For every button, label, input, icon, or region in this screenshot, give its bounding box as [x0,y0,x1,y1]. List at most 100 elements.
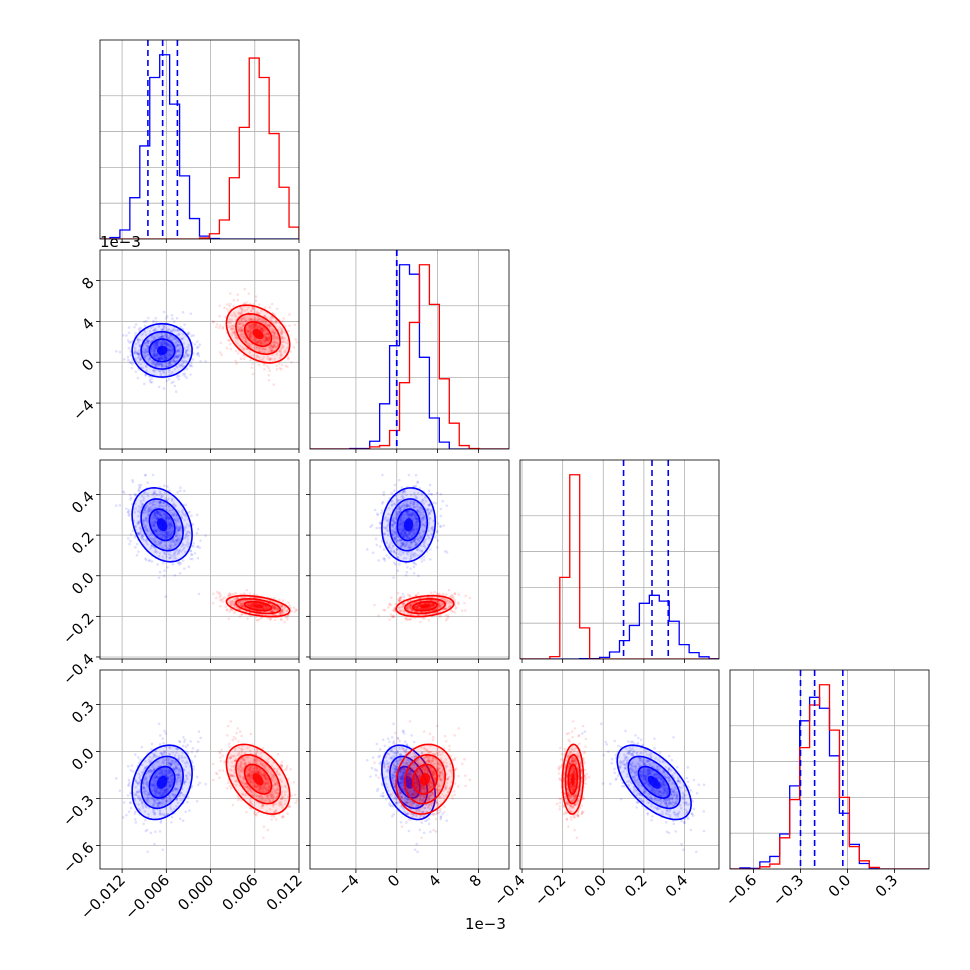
scatter-point [178,525,182,529]
scatter-point [165,515,168,519]
scatter-point [168,362,172,366]
scatter-point [167,336,171,340]
scatter-point [230,600,234,603]
scatter-point [280,336,284,340]
scatter-point [150,335,154,339]
scatter-point [243,336,247,340]
scatter-point [264,320,267,323]
scatter-point [154,512,157,515]
scatter-point [168,544,171,548]
scatter-point [273,357,277,361]
scatter-point [434,536,437,539]
scatter-point [284,364,288,368]
scatter-point [170,499,174,502]
scatter-point [243,606,247,610]
scatter-point [280,329,284,333]
scatter-point [410,513,413,517]
scatter-point [155,340,159,344]
scatter-point [393,483,397,487]
scatter-point [195,799,199,803]
scatter-point [439,492,443,496]
scatter-point [163,325,167,329]
scatter-point [189,549,192,552]
scatter-point [178,353,182,357]
scatter-point [155,531,158,534]
scatter-point [151,360,155,363]
scatter-point [233,336,237,339]
scatter-point [235,597,238,600]
scatter-point [417,574,420,578]
scatter-point [134,524,138,528]
scatter-point [165,333,168,337]
scatter-point [150,521,154,524]
scatter-point [164,544,168,548]
scatter-point [249,317,253,321]
scatter-point [248,325,252,329]
scatter-point [153,370,157,373]
scatter-point [159,354,162,358]
scatter-point [187,565,191,569]
scatter-point [264,332,267,335]
scatter-point [399,596,402,599]
scatter-point [139,758,142,762]
scatter-point [181,332,185,336]
scatter-point [189,549,193,553]
scatter-point [159,513,163,517]
histogram-panel-2 [519,459,720,663]
scatter-point [160,342,164,346]
scatter-point [186,345,189,349]
scatter-point [185,530,189,534]
scatter-point [164,364,167,367]
scatter-point [177,520,180,523]
scatter-point [279,611,283,615]
scatter-point [435,531,439,534]
scatter-point [380,502,384,505]
scatter-point [143,351,146,355]
scatter-point [134,331,137,335]
scatter-point [183,323,186,326]
scatter-point [391,523,394,527]
scatter-point [170,344,173,347]
scatter-point [158,369,162,373]
scatter-point [269,344,272,348]
scatter-point [399,506,403,510]
scatter-point [161,369,165,373]
scatter-point [138,358,142,362]
scatter-point [401,504,404,508]
scatter-point [409,499,413,503]
scatter-point [410,541,413,544]
scatter-point [233,311,236,315]
scatter-point [136,521,140,525]
scatter-point [157,493,161,497]
scatter-point [152,491,156,495]
scatter-point [393,537,397,540]
scatter-point [388,543,392,546]
density-contour [156,345,168,356]
scatter-point [394,532,398,536]
scatter-point [268,325,272,328]
scatter-point [184,351,188,355]
scatter-point [157,502,161,505]
scatter-point [263,319,267,322]
scatter-point [214,596,218,600]
scatter-point [146,510,150,514]
scatter-point [241,317,245,320]
scatter-point [168,360,171,364]
scatter-point [143,320,146,324]
scatter-point [225,608,229,612]
scatter-point [150,507,154,511]
scatter-point [145,350,149,354]
scatter-point [176,344,179,347]
scatter-point [167,521,171,525]
scatter-point [261,607,265,611]
scatter-point [380,511,383,515]
scatter-point [251,372,255,376]
scatter-point [177,549,180,552]
scatter-point [161,343,165,346]
scatter-point [280,328,284,331]
scatter-point [215,590,219,594]
scatter-point [278,349,282,353]
scatter-point [397,525,401,528]
scatter-point [167,327,170,331]
scatter-point [187,524,191,528]
